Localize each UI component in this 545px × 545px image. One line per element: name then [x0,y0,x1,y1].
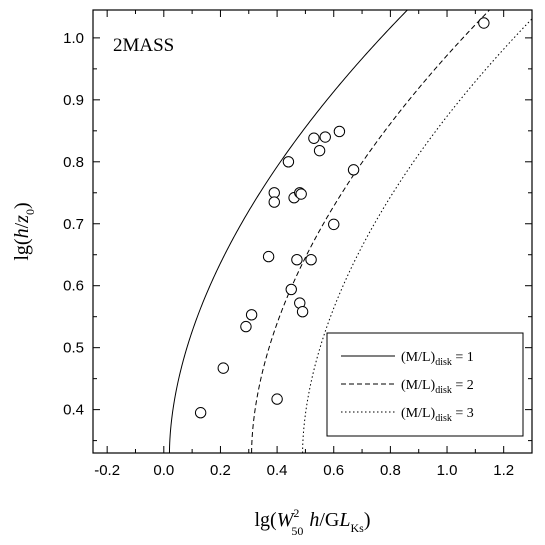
data-point [305,253,317,266]
y-tick-label: 0.7 [63,216,84,233]
data-point [313,144,326,157]
y-tick-label: 0.5 [63,340,84,357]
y-tick-label: 0.9 [63,92,84,109]
data-point [319,131,331,143]
x-tick-label: 1.2 [493,462,514,479]
data-point [271,393,283,405]
data-point [295,188,307,200]
points-layer [194,17,490,419]
panel-label: 2MASS [113,35,174,56]
data-point [296,306,309,318]
data-point [262,250,275,263]
data-point [347,164,360,176]
x-tick-label: -0.2 [94,462,120,479]
y-tick-label: 0.4 [63,402,84,419]
curve-dotted [302,18,532,453]
data-point [268,196,280,208]
x-tick-label: 0.2 [210,462,231,479]
x-tick-label: 0.0 [153,462,174,479]
x-tick-label: 0.6 [323,462,344,479]
legend-label: (M/L)disk = 3 [401,406,474,424]
y-tick-label: 1.0 [63,30,84,47]
data-point [308,132,320,144]
ticks-layer: -0.2 0.0 0.2 0.4 0.6 0.8 1.0 1.2 0.4 0.5 0.6 0.7 0.8… [63,10,533,479]
curve-dashed [251,10,491,453]
data-point [328,218,340,231]
legend-label: (M/L)disk = 2 [401,378,474,396]
data-point [217,362,229,374]
legend: (M/L)disk = 1 (M/L)disk = 2 (M/L)disk = 3 [326,332,524,437]
x-tick-label: 0.8 [380,462,401,479]
x-axis-title: lg(W2 50 h/GLKs) [254,506,370,538]
data-point [194,407,207,419]
legend-label: (M/L)disk = 1 [401,350,474,368]
data-point [478,17,490,29]
data-point [282,156,295,168]
curve-solid [168,10,409,453]
data-point [285,283,297,296]
data-point [333,125,346,138]
plot-frame [92,9,533,454]
x-tick-label: 1.0 [437,462,458,479]
y-axis-title: lg(h/z0) [11,202,37,260]
curves-layer [168,10,532,453]
x-tick-label: 0.4 [267,462,288,479]
y-tick-label: 0.8 [63,154,84,171]
data-point [245,309,258,321]
data-point [291,253,303,266]
data-point [240,320,252,333]
y-tick-label: 0.6 [63,278,84,295]
